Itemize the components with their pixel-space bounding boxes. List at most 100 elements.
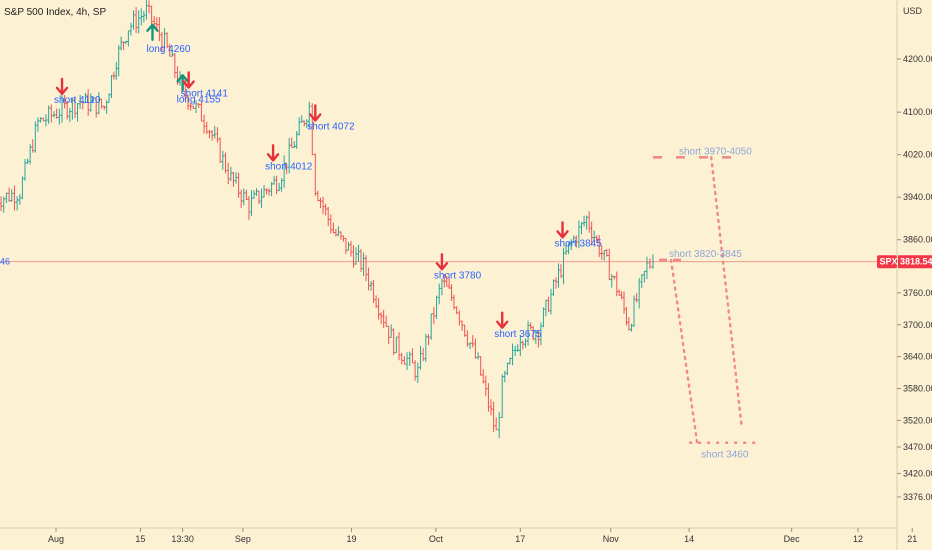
- left-edge-price-label: 46: [0, 257, 10, 267]
- short-signal-marker[interactable]: short 4110: [54, 77, 101, 106]
- price-bar: [200, 101, 203, 122]
- y-tick-label: 3640.00: [903, 352, 932, 362]
- price-bar: [41, 117, 45, 122]
- price-bar: [257, 190, 261, 205]
- projection-label: short 3820-3845: [669, 249, 742, 260]
- price-bar: [632, 295, 636, 327]
- price-bar: [267, 188, 271, 196]
- price-bar: [145, 0, 148, 20]
- price-bar: [194, 100, 198, 114]
- price-bar: [372, 280, 375, 304]
- price-bar: [47, 105, 50, 124]
- price-bar: [305, 119, 309, 128]
- price-bar: [326, 206, 330, 227]
- x-tick-label: 17: [515, 534, 525, 544]
- x-axis[interactable]: Aug1513:30Sep19Oct17Nov14Dec1221202313:3…: [48, 528, 932, 544]
- price-bar: [277, 182, 281, 192]
- price-bar: [458, 310, 461, 326]
- price-bar: [282, 155, 286, 188]
- price-bar: [68, 108, 72, 123]
- signal-label: short 4072: [307, 121, 355, 132]
- price-bar: [337, 226, 340, 237]
- chart-title: S&P 500 Index, 4h, SP: [4, 7, 106, 18]
- x-tick-label: 15: [135, 534, 145, 544]
- price-bar: [44, 114, 48, 127]
- price-bar: [452, 294, 456, 310]
- long-signal-marker[interactable]: long 4260: [146, 23, 191, 55]
- price-bar: [620, 291, 623, 300]
- signal-label: long 4155: [177, 94, 221, 105]
- y-axis[interactable]: 4200.00 4100.00 4020.00 3940.00 3860.00 3760.…: [897, 54, 932, 502]
- short-signal-marker[interactable]: short 3845: [555, 221, 603, 249]
- symbol-tag-background: [877, 255, 897, 269]
- price-bar: [115, 61, 118, 80]
- price-bar: [73, 97, 77, 119]
- price-bar: [524, 338, 527, 348]
- price-bar: [234, 172, 238, 184]
- price-bar: [637, 277, 641, 309]
- short-signal-marker[interactable]: short 4141: [181, 71, 229, 100]
- price-bar: [369, 280, 373, 291]
- price-bar: [468, 342, 472, 350]
- short-signal-marker[interactable]: short 4072: [307, 104, 355, 132]
- price-bar: [147, 0, 151, 14]
- price-bar: [122, 41, 125, 51]
- price-bar: [526, 320, 530, 346]
- price-bar: [362, 252, 365, 276]
- price-bar: [600, 245, 604, 260]
- arrow-up-icon: [146, 23, 159, 41]
- short-signal-marker[interactable]: short 4012: [265, 144, 313, 172]
- short-signal-marker[interactable]: short 3675: [494, 311, 542, 340]
- x-tick-label: Oct: [429, 534, 444, 544]
- price-bar: [554, 277, 558, 289]
- price-bar: [2, 196, 6, 213]
- price-bar: [474, 338, 477, 359]
- long-signal-marker[interactable]: long 4155: [176, 74, 221, 105]
- price-bar: [168, 43, 172, 57]
- price-bar: [516, 344, 520, 352]
- price-bar: [587, 211, 591, 233]
- price-bar: [476, 352, 480, 360]
- price-bar: [127, 30, 130, 47]
- arrow-down-icon: [556, 221, 569, 239]
- price-bar: [232, 171, 235, 187]
- projection-zone: short 3970-4050: [652, 146, 752, 159]
- price-bar: [28, 144, 32, 165]
- price-bar: [424, 333, 428, 363]
- projection-label: short 3460: [701, 450, 749, 461]
- price-bar: [487, 383, 490, 412]
- price-bar: [349, 240, 353, 257]
- x-tick-label: Sep: [235, 534, 251, 544]
- price-bar: [567, 242, 570, 255]
- arrow-down-icon: [55, 77, 69, 96]
- price-bar: [224, 152, 227, 174]
- price-bar: [5, 192, 8, 204]
- price-bar: [142, 10, 146, 23]
- price-bar: [272, 175, 276, 185]
- price-bar: [377, 297, 380, 320]
- signal-label: short 3845: [555, 238, 603, 249]
- price-bar: [460, 320, 464, 331]
- price-bar: [100, 98, 103, 109]
- price-bar: [357, 244, 360, 262]
- price-bar: [352, 245, 355, 268]
- price-bar: [205, 121, 209, 135]
- signal-label: short 3780: [434, 270, 482, 281]
- price-bar: [435, 295, 438, 319]
- price-bar: [297, 117, 301, 136]
- arrow-down-icon: [309, 104, 322, 122]
- projection-label: short 3970-4050: [679, 146, 752, 157]
- price-bar: [643, 270, 646, 283]
- short-signal-marker[interactable]: short 3780: [434, 253, 482, 281]
- price-bar: [292, 141, 296, 148]
- price-bar: [440, 278, 444, 296]
- price-bar: [537, 330, 540, 348]
- price-bar: [582, 215, 586, 227]
- price-bar: [494, 417, 498, 431]
- price-bar: [89, 93, 93, 112]
- price-bar: [508, 357, 512, 365]
- price-bar: [280, 177, 283, 192]
- price-bar: [506, 362, 509, 375]
- price-bar: [597, 234, 601, 257]
